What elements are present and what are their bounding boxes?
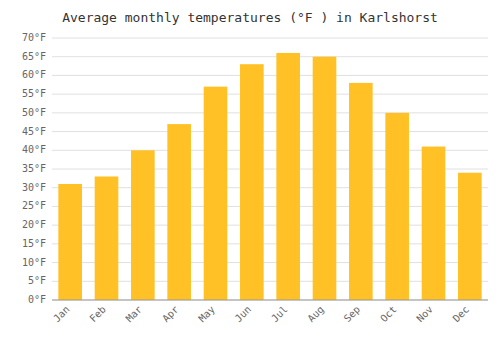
y-tick-label: 10°F [22, 257, 46, 268]
grid-line [52, 94, 488, 95]
y-axis: 0°F 5°F 10°F 15°F 20°F 25°F 30°F 35°F 40°F 45°F 50… [22, 32, 488, 305]
bar [385, 113, 409, 300]
x-tick-label: May [196, 304, 217, 325]
bar [313, 57, 337, 300]
x-tick-label: Jul [269, 304, 290, 325]
y-tick-label: 70°F [22, 32, 46, 43]
bar [95, 176, 119, 300]
y-tick-label: 15°F [22, 238, 46, 249]
y-tick-label: 45°F [22, 126, 46, 137]
x-tick-label: Aug [305, 304, 326, 325]
x-tick-label: Jun [233, 304, 254, 325]
y-tick-label: 20°F [22, 219, 46, 230]
x-tick-label: Jan [51, 304, 72, 325]
y-tick-label: 0°F [28, 294, 46, 305]
bar [422, 147, 446, 300]
x-tick-label: Oct [378, 304, 399, 325]
x-tick-label: Apr [160, 304, 181, 325]
bar [349, 83, 373, 300]
bar [458, 173, 482, 300]
x-axis-line [52, 300, 488, 301]
y-tick-label: 30°F [22, 182, 46, 193]
grid-line [52, 75, 488, 76]
grid-line [52, 300, 488, 301]
bar [167, 124, 191, 300]
y-tick-label: 25°F [22, 200, 46, 211]
y-tick-label: 5°F [28, 275, 46, 286]
y-tick-label: 50°F [22, 107, 46, 118]
x-tick-label: Nov [414, 304, 435, 325]
y-tick-label: 55°F [22, 88, 46, 99]
x-tick-label: Mar [124, 304, 145, 325]
x-tick-label: Sep [342, 304, 363, 325]
grid-line [52, 131, 488, 132]
chart: Average monthly temperatures (°F ) in Ka… [0, 0, 500, 350]
bar [240, 64, 264, 300]
bars [58, 53, 481, 300]
y-tick-label: 65°F [22, 51, 46, 62]
grid-line [52, 56, 488, 57]
x-tick-label: Feb [87, 304, 108, 325]
grid-line [52, 112, 488, 113]
y-tick-label: 40°F [22, 144, 46, 155]
bar [276, 53, 300, 300]
bar [204, 87, 228, 300]
y-tick-label: 35°F [22, 163, 46, 174]
title: Average monthly temperatures (°F ) in Ka… [62, 10, 438, 25]
bar [58, 184, 82, 300]
grid-line [52, 38, 488, 39]
y-tick-label: 60°F [22, 69, 46, 80]
x-tick-label: Dec [451, 304, 472, 325]
bar [131, 150, 155, 300]
x-axis: Jan Feb Mar Apr May Jun Jul Aug Sep Oct Nov Dec [51, 300, 488, 324]
